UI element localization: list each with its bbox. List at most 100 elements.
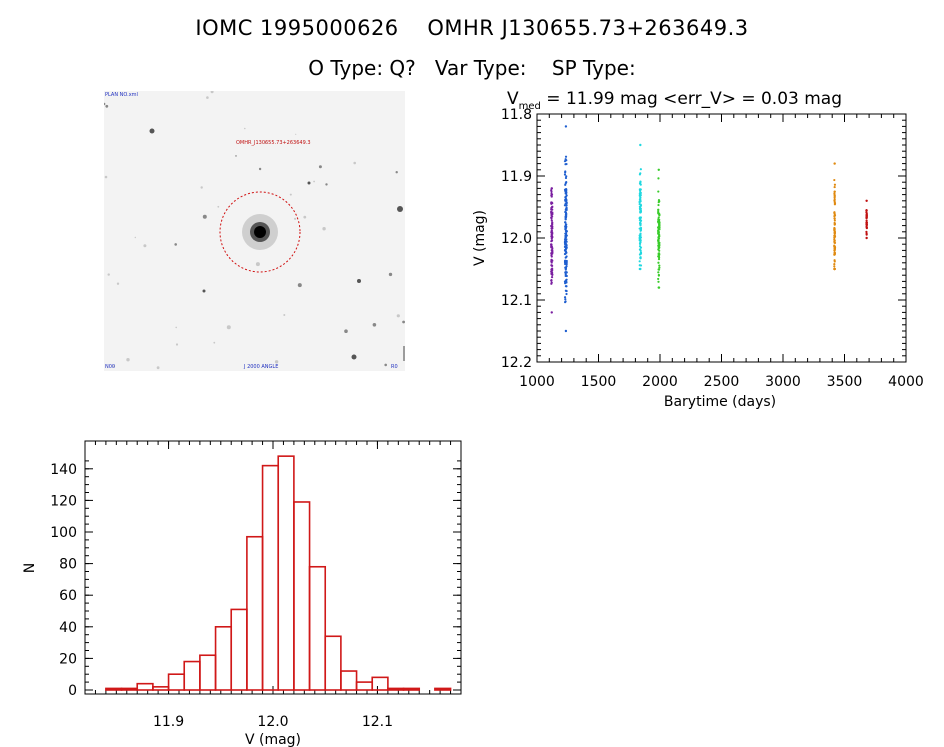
lightcurve-point (564, 274, 567, 278)
field-star (402, 320, 405, 324)
lightcurve-point (565, 230, 568, 233)
lightcurve-point (564, 282, 567, 285)
lightcurve-x-tick-label: 4000 (888, 374, 924, 390)
lightcurve-ylabel: V (mag) (472, 210, 488, 266)
histogram-xlabel: V (mag) (245, 732, 301, 747)
lightcurve-point (657, 199, 661, 202)
lightcurve-point (564, 183, 567, 186)
lightcurve-point (833, 194, 836, 198)
lightcurve-point (564, 155, 568, 158)
lightcurve-point (565, 289, 568, 293)
field-star (395, 171, 398, 174)
finder-image-canvas (104, 91, 405, 370)
lightcurve-point (657, 201, 660, 204)
field-star (307, 181, 311, 185)
lightcurve-x-tick-label: 2000 (642, 374, 678, 390)
histogram-y-tick-label: 140 (50, 462, 77, 478)
field-star (202, 289, 206, 293)
lightcurve-point (657, 208, 660, 212)
histogram-bar (183, 660, 201, 691)
lightcurve-point (658, 224, 661, 227)
lightcurve-point (564, 170, 567, 173)
lightcurve-x-tick-label: 1000 (519, 374, 555, 390)
lightcurve-point (551, 247, 554, 250)
histogram-bar (308, 565, 327, 691)
histogram-bar (387, 687, 405, 691)
histogram-y-tick-label: 0 (68, 683, 77, 699)
histogram-bar (199, 654, 217, 691)
field-star (397, 206, 403, 212)
lightcurve-point (833, 211, 836, 214)
lightcurve-point (657, 203, 660, 207)
field-star (322, 227, 326, 231)
lightcurve-point (550, 187, 553, 190)
lightcurve-point (639, 216, 642, 219)
lightcurve-point (639, 222, 642, 225)
field-star (149, 128, 155, 134)
lightcurve-point (657, 238, 660, 241)
lightcurve-point (550, 201, 553, 204)
field-star (396, 314, 400, 318)
lightcurve-point (551, 251, 554, 254)
histogram-bar (230, 608, 248, 691)
field-star (105, 104, 109, 108)
lightcurve-point (658, 249, 661, 252)
field-star (134, 236, 136, 239)
lightcurve-point (657, 232, 660, 235)
lightcurve-point (564, 285, 568, 288)
lightcurve-point (657, 277, 660, 281)
lightcurve-point (564, 267, 567, 270)
lightcurve-point (833, 219, 836, 222)
lightcurve-point (564, 232, 567, 235)
field-star (351, 354, 357, 360)
histogram-bar (120, 687, 139, 691)
field-star (126, 358, 130, 362)
lightcurve-point (550, 194, 553, 197)
histogram-bar (105, 687, 123, 691)
lightcurve-point (638, 227, 642, 230)
image-bottom-label: J 2000 ANGLE (244, 364, 279, 370)
lightcurve-point (565, 263, 568, 266)
field-star (344, 329, 348, 333)
lightcurve-point (550, 234, 554, 237)
lightcurve-point (865, 211, 868, 214)
histogram-ylabel: N (22, 563, 38, 573)
lightcurve-point (638, 219, 642, 222)
field-star (235, 155, 237, 157)
lightcurve-point (551, 264, 554, 267)
field-star (295, 133, 297, 135)
lightcurve-point (657, 261, 660, 264)
lightcurve-point (638, 248, 642, 251)
lightcurve-point (564, 271, 568, 274)
lightcurve-point (564, 190, 567, 193)
lightcurve-point (865, 209, 868, 212)
field-star (372, 323, 377, 327)
lightcurve-point (639, 168, 642, 171)
lightcurve-point (564, 223, 568, 226)
lightcurve-point (639, 246, 643, 249)
field-star (113, 365, 115, 368)
lightcurve-x-tick-label: 1500 (581, 374, 617, 390)
lightcurve-point (865, 213, 868, 216)
lightcurve-point (639, 252, 643, 255)
lightcurve-point (563, 173, 567, 176)
lightcurve-point (638, 267, 641, 271)
target-star (254, 226, 266, 238)
lightcurve-y-tick-label: 12.0 (501, 231, 532, 247)
lightcurve-point (658, 264, 661, 267)
lightcurve-point (564, 240, 567, 243)
image-bottom-left-label: N00 (105, 364, 116, 370)
lightcurve-point (638, 260, 641, 263)
lightcurve-point (639, 203, 642, 206)
lightcurve-point (639, 196, 642, 199)
lightcurve-point (550, 224, 553, 228)
lightcurve-point (833, 178, 836, 182)
lightcurve-point (658, 221, 661, 225)
lightcurve-point (565, 255, 568, 258)
lightcurve-point (657, 177, 660, 180)
lightcurve-point (564, 259, 567, 262)
lightcurve-y-tick-label: 11.8 (501, 107, 532, 123)
lightcurve-point (565, 162, 568, 166)
lightcurve-point (657, 219, 661, 222)
